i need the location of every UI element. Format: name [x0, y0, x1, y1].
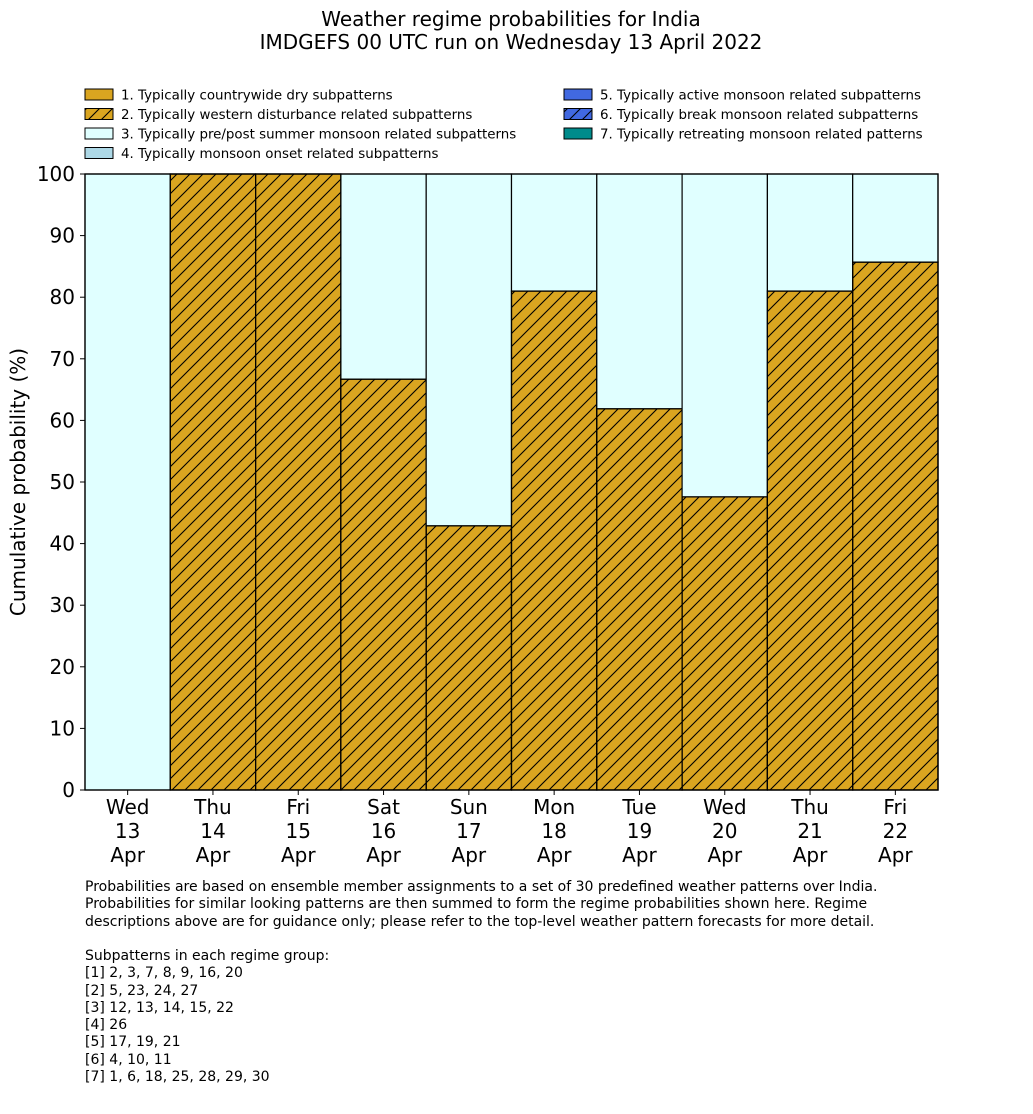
- legend-label-1: 1. Typically countrywide dry subpatterns: [121, 89, 393, 104]
- y-tick-label: 0: [62, 778, 75, 802]
- y-tick-label: 90: [50, 224, 75, 248]
- legend-swatch-1: [84, 88, 114, 101]
- bar-segment-s3-8: [681, 173, 768, 498]
- bar-hatch-s2-2: [169, 173, 257, 791]
- x-tick-label: Sat 16 Apr: [366, 795, 401, 867]
- y-tick-label: 100: [37, 162, 75, 186]
- bar-segment-s3-4: [340, 173, 427, 380]
- legend-label-6: 6. Typically break monsoon related subpa…: [600, 108, 918, 123]
- plot-frame: [84, 173, 939, 791]
- bar-segment-s3-1: [84, 173, 171, 791]
- bar-hatch-s2-3: [255, 173, 342, 791]
- chart-legend: 1. Typically countrywide dry subpatterns…: [84, 88, 923, 162]
- legend-swatch-7: [563, 127, 593, 140]
- x-tick-label: Fri 22 Apr: [878, 795, 913, 867]
- legend-swatch-3: [84, 127, 114, 140]
- bar-hatch-s2-6: [510, 290, 598, 791]
- legend-swatch-hatch-2: [84, 108, 114, 120]
- y-axis: 0 10 20 30 40 50 60 70 80 90 100: [37, 162, 85, 802]
- legend-swatch-4: [84, 147, 114, 159]
- bar-segment-s3-6: [510, 173, 598, 292]
- y-tick-label: 60: [50, 408, 75, 432]
- x-tick-label: Tue 19 Apr: [621, 795, 657, 867]
- bar-hatch-s2-8: [681, 496, 768, 791]
- regime-probability-chart: Weather regime probabilities for India I…: [6, 7, 939, 867]
- legend-label-7: 7. Typically retreating monsoon related …: [600, 128, 923, 143]
- bar-segment-s3-10: [852, 173, 939, 263]
- legend-label-3: 3. Typically pre/post summer monsoon rel…: [121, 128, 516, 143]
- bar-segment-s3-9: [766, 173, 854, 292]
- y-tick-label: 30: [50, 593, 75, 617]
- y-tick-label: 80: [50, 285, 75, 309]
- y-tick-label: 10: [50, 716, 75, 740]
- chart-title: Weather regime probabilities for India: [321, 7, 701, 31]
- x-tick-label: Mon 18 Apr: [533, 795, 575, 867]
- bar-hatch-s2-7: [596, 408, 683, 791]
- legend-swatch-5: [563, 88, 593, 101]
- bar-hatch-s2-4: [340, 378, 427, 791]
- x-tick-label: Wed 20 Apr: [703, 795, 747, 867]
- regime-groups-note: Subpatterns in each regime group: [1] 2,…: [85, 948, 330, 1086]
- y-tick-label: 40: [50, 532, 75, 556]
- bar-segment-s3-7: [596, 173, 683, 410]
- x-tick-label: Sun 17 Apr: [450, 795, 488, 867]
- description-note: Probabilities are based on ensemble memb…: [85, 879, 878, 930]
- y-tick-label: 70: [50, 347, 75, 371]
- x-axis: Wed 13 Apr Thu 14 Apr Fri 15 Apr Sat 16 Apr Sun 17 Apr…: [106, 790, 913, 867]
- y-tick-label: 20: [50, 655, 75, 679]
- x-tick-label: Fri 15 Apr: [281, 795, 316, 867]
- x-tick-label: Thu 14 Apr: [193, 795, 232, 867]
- legend-swatch-hatch-6: [563, 108, 593, 120]
- legend-label-2: 2. Typically western disturbance related…: [121, 108, 472, 123]
- bar-hatch-s2-10: [852, 261, 939, 791]
- y-tick-label: 50: [50, 470, 75, 494]
- chart-subtitle: IMDGEFS 00 UTC run on Wednesday 13 April…: [260, 30, 763, 54]
- y-axis-label: Cumulative probability (%): [6, 348, 30, 616]
- bar-hatch-s2-9: [766, 290, 854, 791]
- legend-label-5: 5. Typically active monsoon related subp…: [600, 89, 921, 104]
- legend-label-4: 4. Typically monsoon onset related subpa…: [121, 147, 438, 162]
- x-tick-label: Wed 13 Apr: [106, 795, 150, 867]
- bars-group: [84, 173, 939, 791]
- bar-hatch-s2-5: [425, 525, 513, 791]
- x-tick-label: Thu 21 Apr: [790, 795, 829, 867]
- bar-segment-s3-5: [425, 173, 513, 527]
